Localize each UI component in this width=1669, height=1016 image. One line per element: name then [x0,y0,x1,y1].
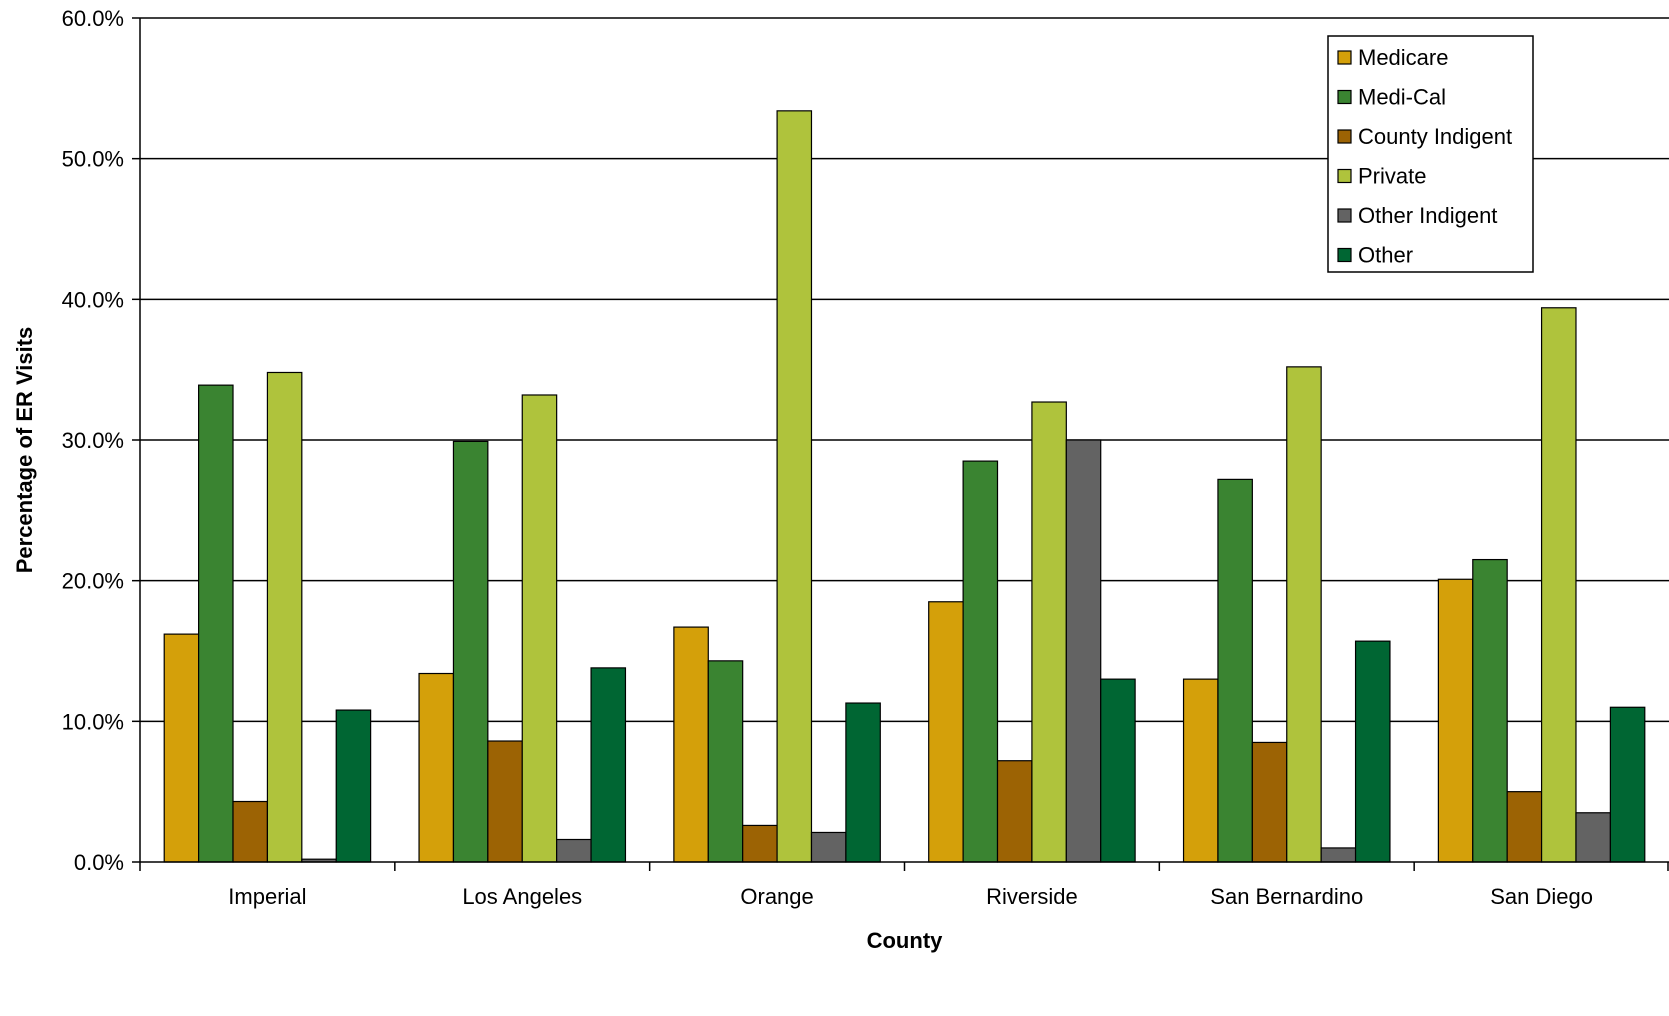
bar-other-riverside [1100,678,1136,863]
bar-medicare-orange [673,626,709,863]
bar-county-indigent-san-diego [1506,791,1543,863]
x-tick-label: Riverside [986,884,1078,909]
bar-other-san-diego [1609,706,1646,863]
x-tick-label: San Diego [1490,884,1593,909]
bar-medi-cal-san-diego [1472,558,1508,863]
bar-other-imperial [335,709,372,863]
legend-label: Other [1358,243,1413,268]
bar-county-indigent-imperial [232,800,269,863]
bar-other-indigent-orange [810,831,847,863]
axes [132,17,1669,871]
bar-other-los-angeles [590,667,627,863]
gridlines [140,17,1669,723]
legend-swatch [1337,168,1352,184]
bar-medi-cal-san-bernardino [1217,478,1253,863]
y-tick-label: 50.0% [62,147,124,172]
x-tick-label: San Bernardino [1210,884,1363,909]
legend-swatch [1337,89,1352,105]
y-tick-label: 10.0% [62,709,124,734]
legend-box [1327,35,1534,273]
bar-medi-cal-imperial [198,384,234,863]
legend: Medicare Medi-Cal County Indigent Private Ot… [1327,35,1534,273]
bar-other-indigent-san-bernardino [1320,847,1357,863]
bar-other-san-bernardino [1354,640,1391,863]
bar-medi-cal-orange [707,660,744,863]
bar-county-indigent-riverside [996,760,1033,863]
legend-swatch [1337,247,1352,263]
x-tick-label: Los Angeles [462,884,582,909]
bar-county-indigent-orange [742,824,778,863]
legend-label: County Indigent [1358,124,1512,149]
y-tick-label: 40.0% [62,287,124,312]
y-axis-title: Percentage of ER Visits [12,327,37,574]
bar-medi-cal-los-angeles [452,440,489,863]
bar-medicare-los-angeles [418,672,455,863]
legend-label: Medi-Cal [1358,85,1446,110]
bar-medicare-riverside [928,601,964,863]
y-tick-label: 0.0% [74,850,124,875]
legend-label: Private [1358,164,1426,189]
bar-private-riverside [1031,401,1067,863]
bar-medicare-imperial [163,633,200,863]
y-tick-label: 60.0% [62,6,124,31]
legend-swatch [1337,208,1352,223]
bars [163,110,1646,863]
legend-label: Medicare [1358,45,1448,70]
x-tick-label: Imperial [228,884,306,909]
bar-county-indigent-san-bernardino [1251,741,1288,863]
y-tick-label: 20.0% [62,569,124,594]
bar-medi-cal-riverside [962,460,999,863]
bar-private-orange [776,110,813,863]
bar-medicare-san-bernardino [1182,678,1219,863]
bar-other-indigent-riverside [1065,439,1102,863]
x-axis-title: County [867,928,944,953]
y-tick-label: 30.0% [62,428,124,453]
bar-other-indigent-san-diego [1575,812,1611,863]
bar-other-orange [845,702,881,863]
bar-private-san-diego [1540,307,1577,863]
tick-labels: 0.0% 10.0% 20.0% 30.0% 40.0% 50.0% 60.0% Imperi… [62,6,1593,909]
x-tick-label: Orange [740,884,813,909]
bar-private-imperial [266,371,303,863]
legend-label: Other Indigent [1358,203,1497,228]
bar-private-los-angeles [521,394,558,863]
legend-swatch [1337,50,1352,65]
bar-private-san-bernardino [1286,366,1322,863]
legend-swatch [1337,129,1352,144]
bar-other-indigent-los-angeles [556,838,592,863]
bar-medicare-san-diego [1437,578,1474,863]
bar-county-indigent-los-angeles [487,740,523,863]
